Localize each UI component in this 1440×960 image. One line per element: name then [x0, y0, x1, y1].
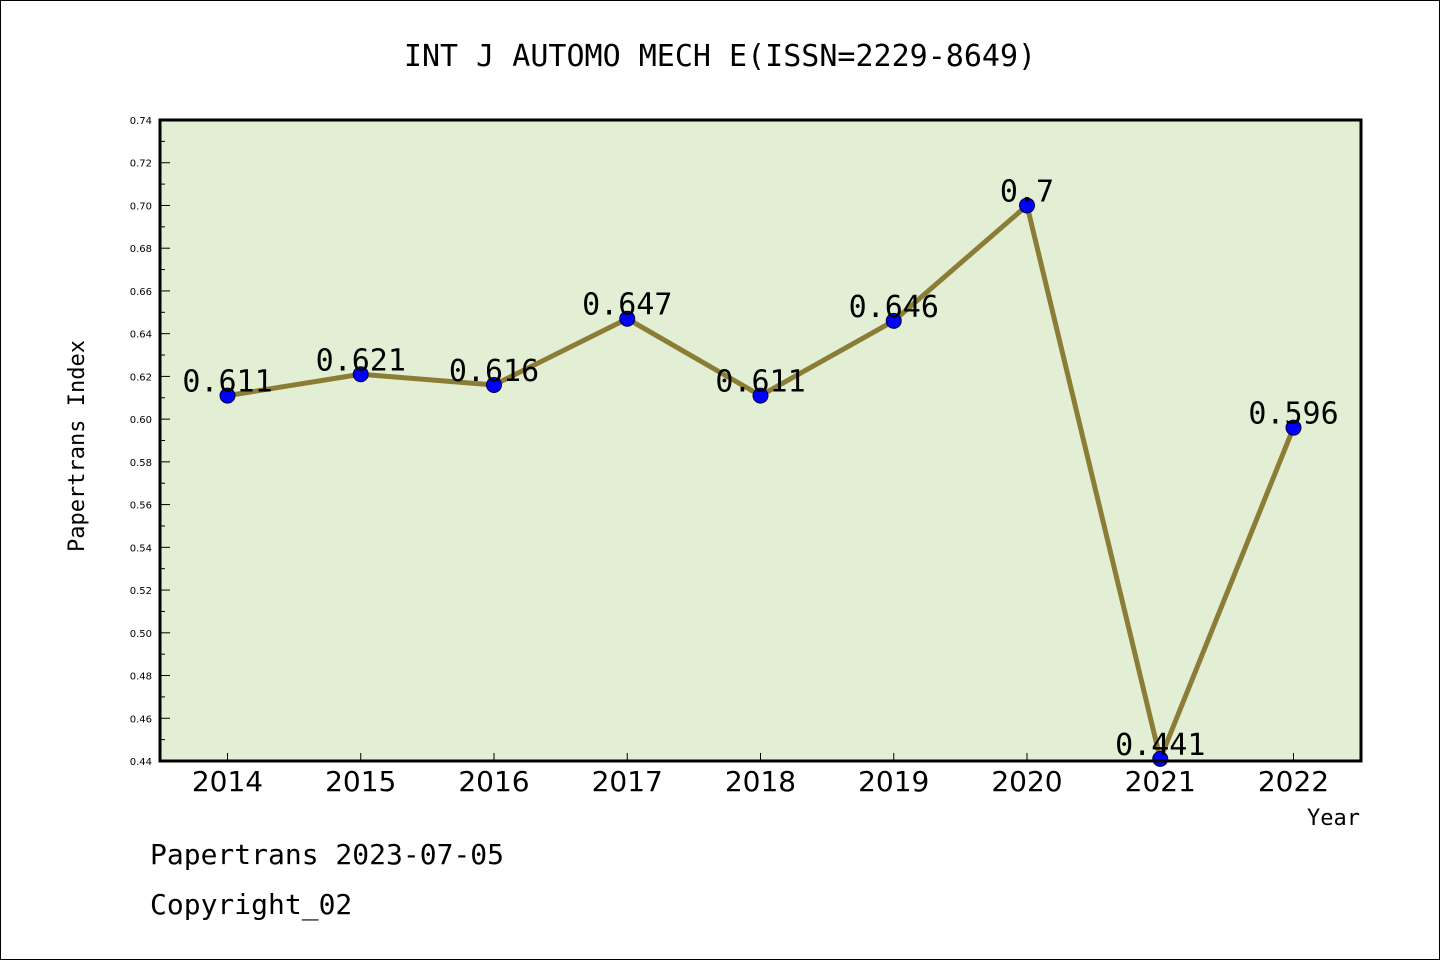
- y-tick-label: 0.72: [130, 159, 152, 170]
- data-label: 0.7: [1000, 174, 1054, 209]
- data-label: 0.616: [449, 354, 539, 389]
- footer-date: Papertrans 2023-07-05: [150, 838, 504, 871]
- y-tick-label: 0.74: [130, 116, 152, 127]
- data-label: 0.646: [849, 290, 939, 325]
- x-tick-label: 2019: [858, 765, 929, 798]
- data-label: 0.647: [582, 288, 672, 323]
- data-label: 0.596: [1248, 397, 1338, 432]
- data-point: [885, 312, 902, 329]
- data-point: [1019, 197, 1035, 214]
- x-tick-label: 2020: [991, 765, 1062, 798]
- data-labels: 0.611 0.621 0.616 0.647 0.611 0.646 0.7 0.441 0.…: [182, 174, 1338, 762]
- x-tick-label: 2014: [192, 765, 263, 798]
- plot-area: [160, 120, 1361, 761]
- data-point: [352, 366, 369, 383]
- x-tick-label: 2021: [1125, 765, 1196, 798]
- data-point: [1285, 419, 1302, 436]
- y-tick-label: 0.52: [130, 586, 152, 597]
- data-point: [219, 387, 236, 404]
- data-label: 0.441: [1115, 728, 1205, 763]
- y-tick-label: 0.48: [130, 672, 152, 683]
- y-tick-label: 0.46: [130, 714, 152, 725]
- footer-copyright: Copyright_02: [150, 888, 352, 922]
- y-tick-label: 0.44: [130, 757, 152, 768]
- data-point: [486, 376, 502, 393]
- y-tick-label: 0.60: [130, 415, 152, 426]
- data-point: [1152, 750, 1169, 767]
- data-label: 0.611: [182, 365, 272, 400]
- y-tick-label: 0.62: [130, 372, 152, 383]
- x-tick-label: 2016: [458, 765, 529, 798]
- y-tick-label: 0.56: [130, 501, 152, 512]
- y-tick-label: 0.70: [130, 201, 152, 212]
- y-tick-label: 0.50: [130, 629, 152, 640]
- x-tick-label: 2018: [725, 765, 796, 798]
- x-tick-label: 2022: [1258, 765, 1329, 798]
- x-tick-label: 2015: [325, 765, 396, 798]
- data-label: 0.621: [316, 343, 406, 378]
- data-points: [219, 197, 1302, 767]
- data-label: 0.611: [715, 365, 805, 400]
- data-point: [619, 310, 636, 327]
- plot-border: [158, 118, 1363, 763]
- data-point: [752, 387, 769, 404]
- y-tick-label: 0.66: [130, 287, 152, 298]
- y-tick-label: 0.58: [130, 458, 152, 469]
- y-axis-title: Papertrans Index: [65, 340, 90, 552]
- chart-title: INT J AUTOMO MECH E(ISSN=2229-8649): [404, 39, 1036, 74]
- x-axis-title: Year: [1307, 806, 1360, 831]
- x-tick-label: 2017: [592, 765, 663, 798]
- x-axis: 2014 2015 2016 2017 2018 2019 2020 2021 2022: [192, 753, 1329, 798]
- y-tick-label: 0.54: [130, 543, 152, 554]
- y-tick-label: 0.68: [130, 244, 152, 255]
- y-tick-label: 0.64: [130, 330, 152, 341]
- y-axis: 0.44 0.46 0.48 0.50 0.52 0.54 0.56 0.58 0.60 0.62…: [130, 116, 170, 768]
